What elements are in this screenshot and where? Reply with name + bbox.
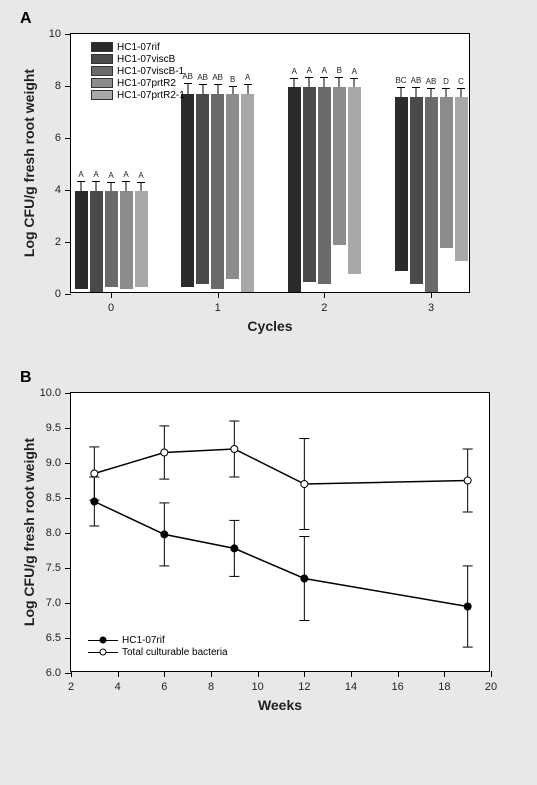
legend-marker-icon [100,637,107,644]
legend-swatch [91,42,113,52]
bar: BC [395,97,408,271]
legend-swatch [91,90,113,100]
legend-line [88,635,118,645]
chart-a: Log CFU/g fresh root weight 0246810 0123… [70,33,470,293]
bar: A [288,87,301,292]
bar: C [455,97,468,261]
bar: D [440,97,453,248]
chart-a-y-label: Log CFU/g fresh root weight [21,69,37,257]
legend-item: HC1-07prtR2-1 [91,90,185,101]
bar: B [333,87,346,246]
bar-group: AAABA [288,87,361,292]
bar: A [303,87,316,282]
chart-b-lines [71,393,489,671]
legend-label: Total culturable bacteria [122,647,228,658]
bar: A [318,87,331,285]
bar: A [348,87,361,274]
bar: A [105,191,118,287]
legend-label: HC1-07prtR2-1 [117,90,185,101]
chart-b-legend: HC1-07rifTotal culturable bacteria [86,633,230,661]
chart-a-legend: HC1-07rifHC1-07viscBHC1-07viscB-1HC1-07p… [91,42,185,102]
legend-item: HC1-07rif [91,42,185,53]
legend-line [88,647,118,657]
panel-a-label: A [20,10,517,28]
bar-group: AAAAA [75,191,148,292]
legend-swatch [91,54,113,64]
bar: AB [211,94,224,289]
bar: A [75,191,88,290]
legend-label: HC1-07prtR2 [117,78,176,89]
legend-swatch [91,66,113,76]
bar: AB [425,97,438,292]
bar: A [90,191,103,292]
bar: AB [181,94,194,286]
chart-b: Log CFU/g fresh root weight 6.06.57.07.5… [70,392,490,672]
bar: A [120,191,133,290]
legend-marker-icon [100,649,107,656]
legend-label: HC1-07viscB [117,54,175,65]
bar: AB [410,97,423,284]
legend-label: HC1-07rif [117,42,160,53]
bar-group: BCABABDC [395,97,468,292]
panel-b-label: B [20,369,517,387]
legend-item: HC1-07prtR2 [91,78,185,89]
bar: AB [196,94,209,284]
bar: A [241,94,254,292]
legend-label: HC1-07rif [122,635,165,646]
bar-group: ABABABBA [181,94,254,292]
legend-item: HC1-07rif [88,635,228,646]
bar: A [135,191,148,287]
bar: B [226,94,239,279]
chart-a-x-label: Cycles [70,318,470,334]
chart-b-x-label: Weeks [70,697,490,713]
legend-item: Total culturable bacteria [88,647,228,658]
legend-item: HC1-07viscB-1 [91,66,185,77]
legend-swatch [91,78,113,88]
legend-item: HC1-07viscB [91,54,185,65]
legend-label: HC1-07viscB-1 [117,66,184,77]
chart-b-y-label: Log CFU/g fresh root weight [21,438,37,626]
